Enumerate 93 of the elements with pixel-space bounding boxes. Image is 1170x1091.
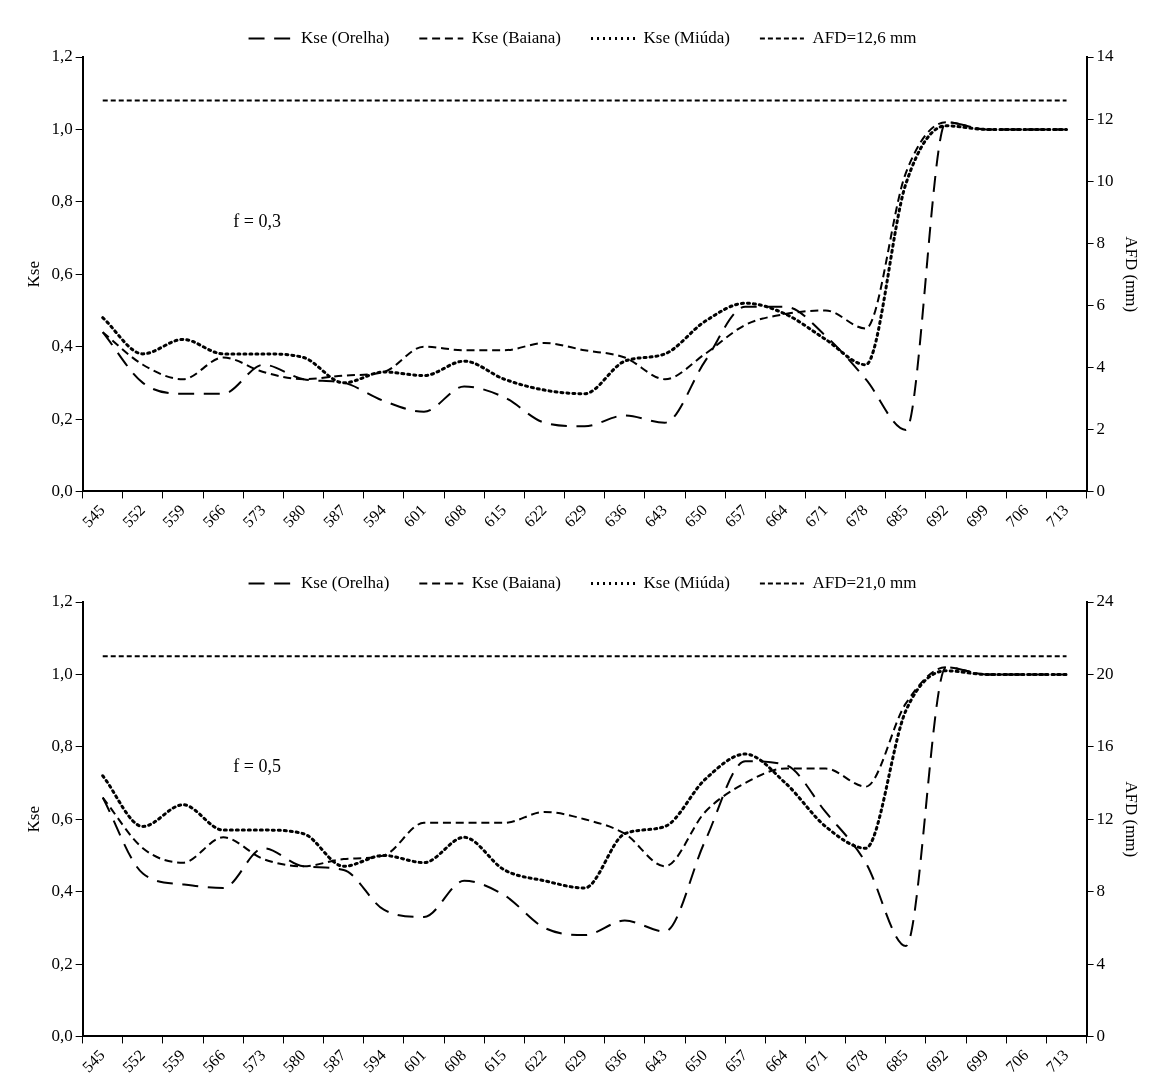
y-tick-label: 0,6 <box>51 263 73 283</box>
legend-label: Kse (Miúda) <box>643 572 730 592</box>
x-tick-label: 622 <box>520 501 550 531</box>
y2-tick-label: 6 <box>1096 294 1106 314</box>
y2-tick-label: 16 <box>1096 736 1114 756</box>
y-tick-label: 0,2 <box>51 953 73 973</box>
y-tick-label: 0,2 <box>51 408 73 428</box>
x-tick-label: 608 <box>440 1046 470 1076</box>
x-tick-label: 545 <box>78 1046 108 1076</box>
x-tick-label: 594 <box>359 501 389 531</box>
x-tick-label: 594 <box>359 1046 389 1076</box>
y2-tick-label: 12 <box>1096 808 1114 828</box>
y2-tick-label: 14 <box>1096 46 1115 66</box>
x-tick-label: 629 <box>560 501 590 531</box>
y2-tick-label: 24 <box>1096 591 1115 611</box>
x-tick-label: 552 <box>118 501 148 531</box>
y-tick-label: 0,0 <box>51 1025 73 1045</box>
legend-label: Kse (Miúda) <box>643 27 730 47</box>
x-tick-label: 692 <box>922 1046 952 1076</box>
x-tick-label: 671 <box>801 501 831 531</box>
legend-label: Kse (Orelha) <box>301 27 390 47</box>
x-tick-label: 566 <box>199 501 229 531</box>
x-tick-label: 573 <box>239 501 269 531</box>
x-tick-label: 699 <box>962 501 992 531</box>
y-tick-label: 0,4 <box>51 881 74 901</box>
x-tick-label: 713 <box>1042 501 1072 531</box>
y2-tick-label: 0 <box>1096 1025 1106 1045</box>
y-tick-label: 0,8 <box>51 736 73 756</box>
x-tick-label: 587 <box>319 501 349 531</box>
x-tick-label: 622 <box>520 1046 550 1076</box>
y2-axis-title: AFD (mm) <box>1122 236 1142 313</box>
x-tick-label: 580 <box>279 501 309 531</box>
x-tick-label: 643 <box>641 1046 671 1076</box>
y2-tick-label: 0 <box>1096 480 1106 500</box>
y-tick-label: 1,0 <box>51 663 73 683</box>
x-tick-label: 678 <box>841 1046 871 1076</box>
x-tick-label: 678 <box>841 501 871 531</box>
y-tick-label: 0,8 <box>51 191 73 211</box>
y2-axis-title: AFD (mm) <box>1122 781 1142 858</box>
x-tick-label: 615 <box>480 501 510 531</box>
x-tick-label: 566 <box>199 1046 229 1076</box>
legend-label: AFD=21,0 mm <box>812 572 917 592</box>
legend-label: AFD=12,6 mm <box>812 27 917 47</box>
x-tick-label: 629 <box>560 1046 590 1076</box>
x-tick-label: 650 <box>681 1046 711 1076</box>
x-tick-label: 601 <box>400 501 430 531</box>
x-tick-label: 706 <box>1002 501 1032 531</box>
y-tick-label: 1,2 <box>51 46 73 66</box>
y2-tick-label: 8 <box>1096 232 1106 252</box>
x-tick-label: 587 <box>319 1046 349 1076</box>
x-tick-label: 615 <box>480 1046 510 1076</box>
legend-label: Kse (Baiana) <box>471 572 562 592</box>
legend-label: Kse (Orelha) <box>301 572 390 592</box>
x-tick-label: 657 <box>721 1046 751 1076</box>
annotation: f = 0,3 <box>233 210 281 231</box>
x-tick-label: 601 <box>400 1046 430 1076</box>
y-tick-label: 0,4 <box>51 336 74 356</box>
x-tick-label: 671 <box>801 1046 831 1076</box>
x-tick-label: 657 <box>721 501 751 531</box>
legend-label: Kse (Baiana) <box>471 27 562 47</box>
y-tick-label: 0,0 <box>51 480 73 500</box>
y2-tick-label: 8 <box>1096 881 1106 901</box>
x-tick-label: 552 <box>118 1046 148 1076</box>
x-tick-label: 545 <box>78 501 108 531</box>
x-tick-label: 608 <box>440 501 470 531</box>
y2-tick-label: 10 <box>1096 170 1114 190</box>
y2-tick-label: 4 <box>1096 356 1106 376</box>
x-tick-label: 559 <box>159 501 189 531</box>
y-axis-title: Kse <box>23 806 43 833</box>
annotation: f = 0,5 <box>233 755 281 776</box>
x-tick-label: 685 <box>881 501 911 531</box>
x-tick-label: 580 <box>279 1046 309 1076</box>
y2-tick-label: 2 <box>1096 418 1106 438</box>
x-tick-label: 559 <box>159 1046 189 1076</box>
x-tick-label: 713 <box>1042 1046 1072 1076</box>
x-tick-label: 664 <box>761 1046 791 1076</box>
y-tick-label: 1,0 <box>51 118 73 138</box>
x-tick-label: 643 <box>641 501 671 531</box>
x-tick-label: 664 <box>761 501 791 531</box>
x-tick-label: 636 <box>600 501 630 531</box>
y2-tick-label: 20 <box>1096 663 1114 683</box>
x-tick-label: 699 <box>962 1046 992 1076</box>
y2-tick-label: 12 <box>1096 108 1114 128</box>
y2-tick-label: 4 <box>1096 953 1106 973</box>
x-tick-label: 685 <box>881 1046 911 1076</box>
y-tick-label: 1,2 <box>51 591 73 611</box>
y-axis-title: Kse <box>23 261 43 288</box>
x-tick-label: 706 <box>1002 1046 1032 1076</box>
x-tick-label: 692 <box>922 501 952 531</box>
x-tick-label: 573 <box>239 1046 269 1076</box>
x-tick-label: 636 <box>600 1046 630 1076</box>
y-tick-label: 0,6 <box>51 808 73 828</box>
x-tick-label: 650 <box>681 501 711 531</box>
